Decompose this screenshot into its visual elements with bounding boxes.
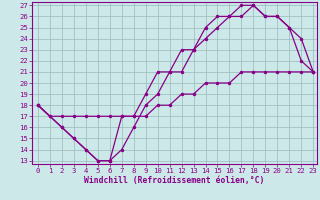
X-axis label: Windchill (Refroidissement éolien,°C): Windchill (Refroidissement éolien,°C) (84, 176, 265, 185)
